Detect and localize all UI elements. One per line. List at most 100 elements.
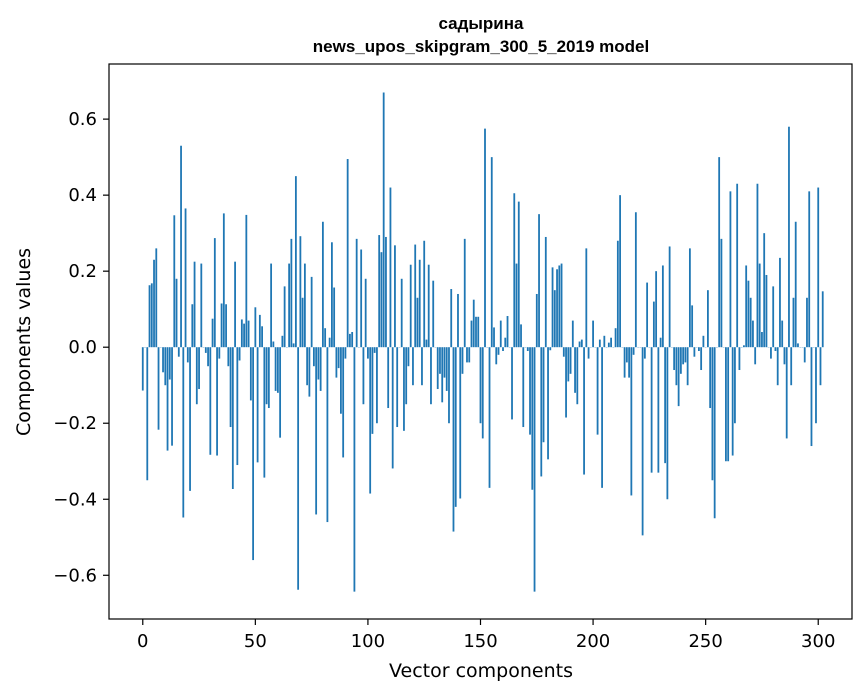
- bar: [173, 215, 176, 348]
- bar: [342, 347, 345, 458]
- bar: [702, 335, 705, 348]
- bar: [547, 347, 549, 460]
- bar: [765, 274, 768, 348]
- chart-title-line-1: садырина: [439, 14, 525, 33]
- bar: [454, 347, 457, 507]
- bar: [225, 304, 227, 348]
- bar: [204, 347, 207, 353]
- bar: [562, 347, 565, 357]
- bar: [423, 240, 426, 348]
- bar: [227, 347, 230, 367]
- bar: [243, 323, 245, 348]
- bar: [709, 347, 712, 409]
- bar: [153, 259, 155, 348]
- bar: [707, 290, 709, 348]
- bar: [409, 264, 412, 348]
- bar: [380, 252, 383, 348]
- bar: [754, 347, 757, 365]
- bar: [488, 347, 491, 488]
- bar: [497, 347, 500, 355]
- bar: [729, 191, 732, 348]
- bar: [551, 267, 554, 348]
- bar: [616, 240, 619, 348]
- bar: [166, 347, 169, 451]
- bar: [294, 176, 297, 348]
- bar: [326, 347, 329, 523]
- bar: [412, 347, 414, 386]
- bar: [364, 278, 367, 348]
- bar: [367, 347, 369, 359]
- bar: [549, 347, 552, 351]
- x-tick-label: 50: [244, 631, 267, 652]
- bar: [520, 324, 522, 348]
- bar: [499, 320, 502, 348]
- bar: [391, 347, 394, 469]
- bar: [515, 263, 518, 348]
- bar: [310, 276, 313, 348]
- bar: [283, 286, 286, 348]
- bar: [448, 347, 450, 424]
- bar: [324, 328, 327, 348]
- bar: [797, 343, 799, 348]
- bar: [772, 286, 775, 348]
- bar: [481, 347, 484, 439]
- bar: [306, 347, 309, 386]
- bar: [256, 347, 259, 463]
- bar: [171, 347, 173, 446]
- bar: [360, 249, 363, 348]
- bar: [684, 347, 687, 363]
- x-tick-label: 100: [351, 631, 385, 652]
- bar: [630, 347, 633, 496]
- bar: [475, 316, 477, 348]
- bar: [666, 347, 669, 500]
- bar: [691, 305, 694, 348]
- bar: [596, 347, 599, 435]
- bar: [738, 347, 741, 371]
- bar: [504, 337, 507, 348]
- bar: [583, 347, 585, 475]
- bar: [328, 337, 331, 348]
- bar: [403, 347, 405, 431]
- bar: [148, 285, 151, 348]
- bar: [427, 264, 430, 348]
- bar: [522, 347, 525, 428]
- bar: [450, 289, 453, 348]
- bar: [457, 293, 459, 348]
- bar: [231, 347, 234, 489]
- bar: [288, 263, 291, 348]
- bar: [560, 263, 563, 348]
- bar: [150, 283, 153, 348]
- bar: [319, 347, 322, 391]
- bar-series: [141, 92, 824, 592]
- plot-frame: [108, 63, 853, 620]
- bar: [315, 347, 318, 515]
- bar: [430, 347, 432, 405]
- bar: [598, 339, 601, 348]
- bar: [556, 269, 558, 348]
- bar: [673, 347, 676, 371]
- bar: [493, 327, 495, 348]
- bar: [211, 318, 214, 348]
- bar: [470, 320, 473, 348]
- bar: [258, 314, 261, 348]
- bar: [414, 244, 417, 348]
- x-axis-ticks: 0 50 100 150 200 250 300: [137, 619, 835, 652]
- bar: [632, 347, 635, 355]
- bar: [382, 92, 385, 348]
- bar: [303, 263, 306, 348]
- bar: [477, 316, 480, 348]
- bar: [245, 214, 248, 348]
- bar: [351, 332, 354, 348]
- bar: [815, 347, 817, 424]
- bar: [461, 347, 464, 374]
- x-tick-label: 150: [463, 631, 497, 652]
- bar: [265, 347, 268, 405]
- bar: [713, 347, 716, 519]
- bar: [625, 347, 628, 363]
- bar: [668, 246, 671, 348]
- bar: [267, 347, 270, 409]
- x-tick-label: 300: [801, 631, 835, 652]
- bar: [698, 347, 700, 351]
- bar: [655, 271, 658, 348]
